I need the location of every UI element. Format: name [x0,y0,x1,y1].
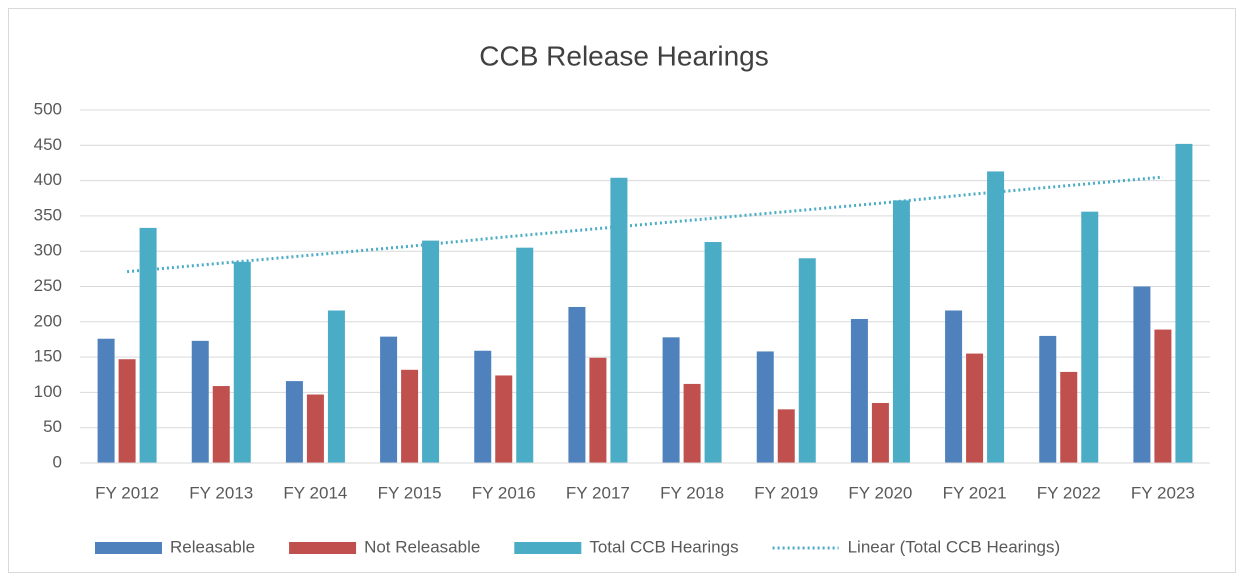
y-tick-label: 0 [53,452,62,471]
trend-line [126,175,1164,274]
bar [777,409,795,463]
bar [1060,371,1078,463]
x-tick-label: FY 2012 [95,483,159,502]
x-tick-label: FY 2015 [378,483,442,502]
bar [966,353,984,463]
x-tick-label: FY 2022 [1037,483,1101,502]
legend-label: Releasable [170,537,255,556]
y-tick-label: 300 [34,241,62,260]
bar [1175,143,1193,463]
bar [422,240,440,463]
bar [285,381,303,463]
bar [1081,211,1099,463]
bar [495,375,513,463]
bar [892,200,910,464]
bar [1154,329,1172,463]
bar [97,338,115,463]
y-tick-label: 450 [34,135,62,154]
x-tick-label: FY 2017 [566,483,630,502]
y-tick-label: 250 [34,276,62,295]
y-tick-label: 150 [34,347,62,366]
bar [327,310,345,463]
bar [756,351,774,463]
legend-label: Total CCB Hearings [589,537,738,556]
bar [987,171,1005,463]
bar [683,383,701,463]
bar [945,310,963,463]
bar [871,402,889,463]
bar [850,318,868,463]
bar [662,337,680,463]
bar [798,258,816,463]
bar [139,227,157,463]
x-tick-label: FY 2020 [848,483,912,502]
bar [1039,335,1057,463]
x-tick-label: FY 2018 [660,483,724,502]
bar [212,386,230,463]
legend-label: Linear (Total CCB Hearings) [848,537,1061,556]
bar [610,177,628,463]
bar [191,340,209,463]
bar [474,350,492,463]
bar [516,247,534,463]
bar [568,306,586,463]
bar [704,242,722,463]
legend-swatch [514,542,582,554]
legend-swatch [95,542,162,554]
bar [118,359,136,463]
legend-label: Not Releasable [364,537,480,556]
bar [589,357,607,463]
x-tick-label: FY 2016 [472,483,536,502]
y-tick-label: 500 [34,99,62,118]
legend-swatch [289,542,357,554]
bar [306,394,324,463]
x-tick-label: FY 2014 [283,483,347,502]
bar [1133,286,1151,463]
bar [380,336,398,463]
y-tick-label: 350 [34,205,62,224]
x-tick-label: FY 2021 [943,483,1007,502]
bar [401,369,419,463]
x-tick-label: FY 2023 [1131,483,1195,502]
chart-title: CCB Release Hearings [479,40,768,71]
y-tick-label: 100 [34,382,62,401]
x-tick-label: FY 2019 [754,483,818,502]
y-tick-label: 400 [34,170,62,189]
x-tick-label: FY 2013 [189,483,253,502]
y-tick-label: 50 [43,417,62,436]
bar [233,261,251,463]
y-tick-label: 200 [34,311,62,330]
